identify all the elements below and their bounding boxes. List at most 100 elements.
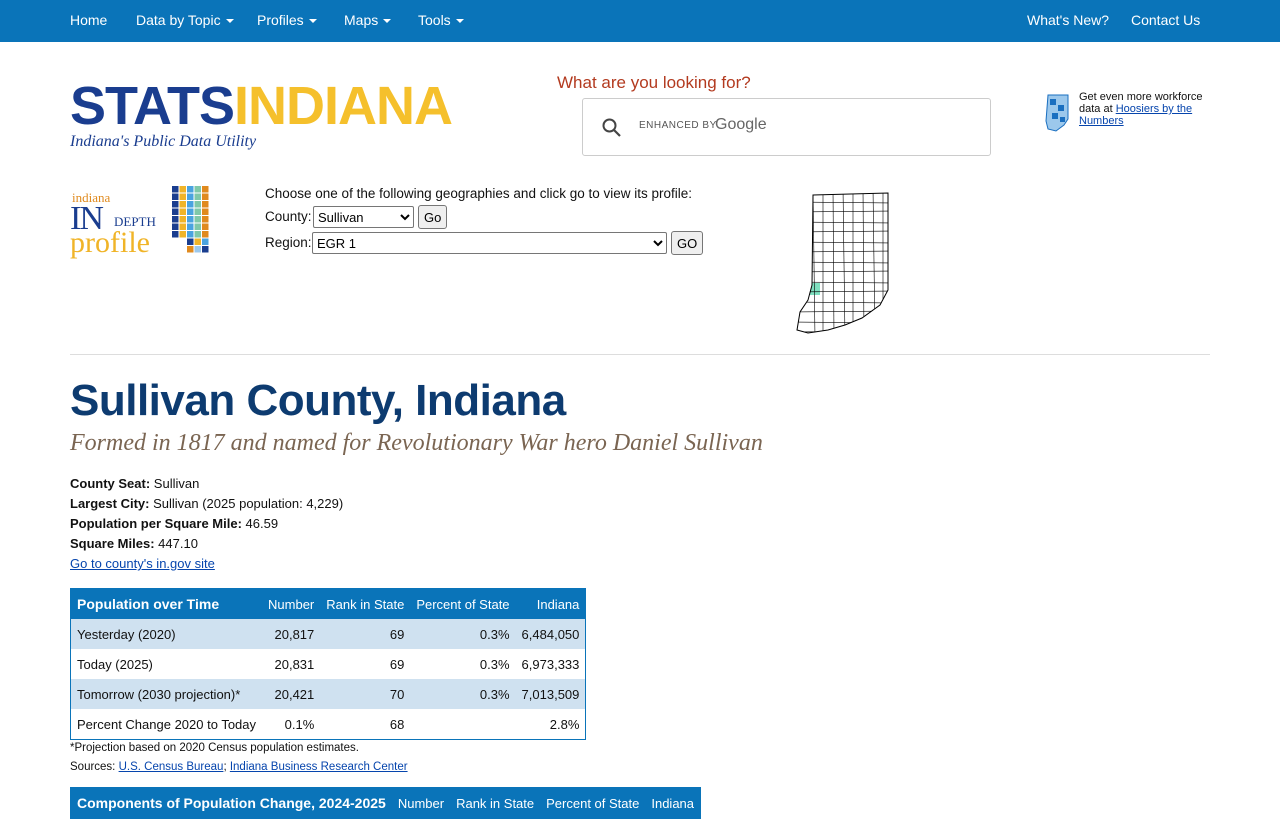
county-site-link[interactable]: Go to county's in.gov site	[70, 556, 215, 571]
mosaic-tile	[194, 223, 201, 230]
caret	[383, 19, 392, 24]
cell: 69	[320, 619, 411, 649]
header-cell: Number	[262, 588, 321, 619]
projection-note: *Projection based on 2020 Census populat…	[70, 742, 359, 754]
region-select[interactable]: EGR 1	[312, 232, 667, 254]
mosaic-tile	[194, 216, 201, 223]
facts: County Seat: Sullivan Largest City: Sull…	[70, 474, 343, 574]
logo-part: STATS	[70, 76, 235, 136]
nav-label: Data by Topic	[136, 12, 221, 28]
nav-data-by-topic[interactable]: Data by Topic	[136, 12, 234, 28]
county-line	[797, 221, 888, 224]
fact: Square Miles: 447.10	[70, 534, 343, 554]
region-go[interactable]: GO	[671, 231, 704, 255]
county-line	[797, 241, 888, 244]
cell: 68	[389, 716, 405, 732]
fact-label: Largest City:	[70, 496, 150, 511]
county-line	[797, 290, 888, 293]
mosaic-tile	[194, 231, 201, 238]
data-row: Today (2025) 20,831 69 0.3% 6,973,333	[71, 649, 586, 679]
fact-label: Population per Square Mile:	[70, 516, 242, 531]
logo-part: INDIANA	[234, 76, 453, 136]
promo: Get even more workforce data at Hoosiers…	[1079, 91, 1214, 127]
county-line	[797, 250, 888, 253]
mosaic-tile	[172, 223, 179, 230]
fact: Population per Square Mile: 46.59	[70, 514, 343, 534]
county-title: Sullivan County, Indiana	[70, 376, 566, 425]
cell: 0.3%	[479, 656, 510, 672]
mosaic-tile	[187, 201, 194, 208]
logo-state: indiana	[72, 190, 111, 205]
caret	[225, 19, 234, 24]
mosaic-tile	[172, 193, 179, 200]
indepth-logo: indiana IN DEPTH profile	[70, 186, 215, 264]
promo-text: Get even more workforce data at	[1079, 91, 1203, 115]
promo-icon	[1045, 94, 1069, 132]
header-cell: Percent of State	[410, 588, 516, 619]
mosaic-tile	[179, 193, 186, 200]
mosaic-tile	[172, 216, 179, 223]
fact: Largest City: Sullivan (2025 population:…	[70, 494, 343, 514]
site-logo[interactable]: STATSINDIANA	[70, 74, 453, 138]
mosaic-tile	[194, 193, 201, 200]
nav-label: Maps	[344, 12, 379, 28]
caret	[308, 19, 317, 24]
mosaic-tile	[202, 231, 209, 238]
nav-label: What's New?	[1027, 12, 1110, 28]
mosaic-tile	[187, 246, 194, 253]
county-select[interactable]: Sullivan	[313, 206, 414, 228]
mosaic-tile	[202, 246, 209, 253]
indiana-map	[796, 192, 889, 334]
mosaic-tile	[187, 216, 194, 223]
nav-tools[interactable]: Tools	[418, 12, 464, 28]
cell: 69	[389, 656, 405, 672]
search-box[interactable]: enhanced by Google	[582, 98, 991, 156]
header-cell: Number	[391, 787, 451, 819]
county-subtitle: Formed in 1817 and named for Revolutiona…	[70, 430, 763, 456]
nav-profiles[interactable]: Profiles	[257, 12, 317, 28]
logo-in: IN	[70, 200, 104, 237]
county-go[interactable]: Go	[418, 205, 448, 229]
logo-profile: profile	[70, 226, 150, 259]
mosaic-tile	[202, 201, 209, 208]
mosaic-tile	[172, 231, 179, 238]
nav-home[interactable]: Home	[70, 12, 107, 28]
source-link[interactable]: Indiana Business Research Center	[229, 761, 408, 773]
source-link[interactable]: U.S. Census Bureau	[118, 761, 224, 773]
mosaic-tile	[202, 186, 209, 193]
county-line	[797, 330, 888, 333]
cell: Percent Change 2020 to Today	[77, 716, 257, 732]
fact-value: 447.10	[158, 536, 198, 551]
nav-maps[interactable]: Maps	[344, 12, 392, 28]
mosaic-tile	[187, 193, 194, 200]
mosaic-tile	[194, 238, 201, 245]
promo-link[interactable]: Hoosiers by the Numbers	[1079, 103, 1193, 127]
county-line	[797, 261, 888, 264]
mosaic-tile	[179, 231, 186, 238]
header-cell: Indiana	[515, 588, 586, 619]
county-line	[797, 270, 888, 273]
top-nav: Home Data by Topic Profiles Maps Tools W…	[0, 0, 1280, 42]
fact-value: Sullivan (2025 population: 4,229)	[153, 496, 344, 511]
tagline: Indiana's Public Data Utility	[70, 133, 257, 150]
cell: 6,973,333	[521, 656, 580, 672]
mosaic-tile	[172, 208, 179, 215]
geo-instruction: Choose one of the following geographies …	[265, 186, 693, 201]
mosaic-tile	[172, 201, 179, 208]
separator: ;	[223, 761, 227, 773]
mosaic-tile	[202, 238, 209, 245]
cell: 2.8%	[549, 716, 580, 732]
google-brand: Google	[715, 116, 767, 133]
county-line	[797, 310, 888, 313]
search-prompt: What are you looking for?	[557, 73, 751, 92]
cell: 6,484,050	[515, 619, 586, 649]
nav-contact[interactable]: Contact Us	[1131, 12, 1200, 28]
county-line	[797, 321, 888, 324]
nav-whats-new[interactable]: What's New?	[1027, 12, 1109, 28]
mosaic-tile	[179, 201, 186, 208]
mosaic-tile	[179, 186, 186, 193]
county-line	[797, 301, 888, 304]
header-cell: Components of Population Change, 2024-20…	[70, 787, 392, 819]
data-row: Tomorrow (2030 projection)* 20,421 70 0.3% 7…	[70, 679, 586, 709]
cell: 20,817	[262, 619, 321, 649]
